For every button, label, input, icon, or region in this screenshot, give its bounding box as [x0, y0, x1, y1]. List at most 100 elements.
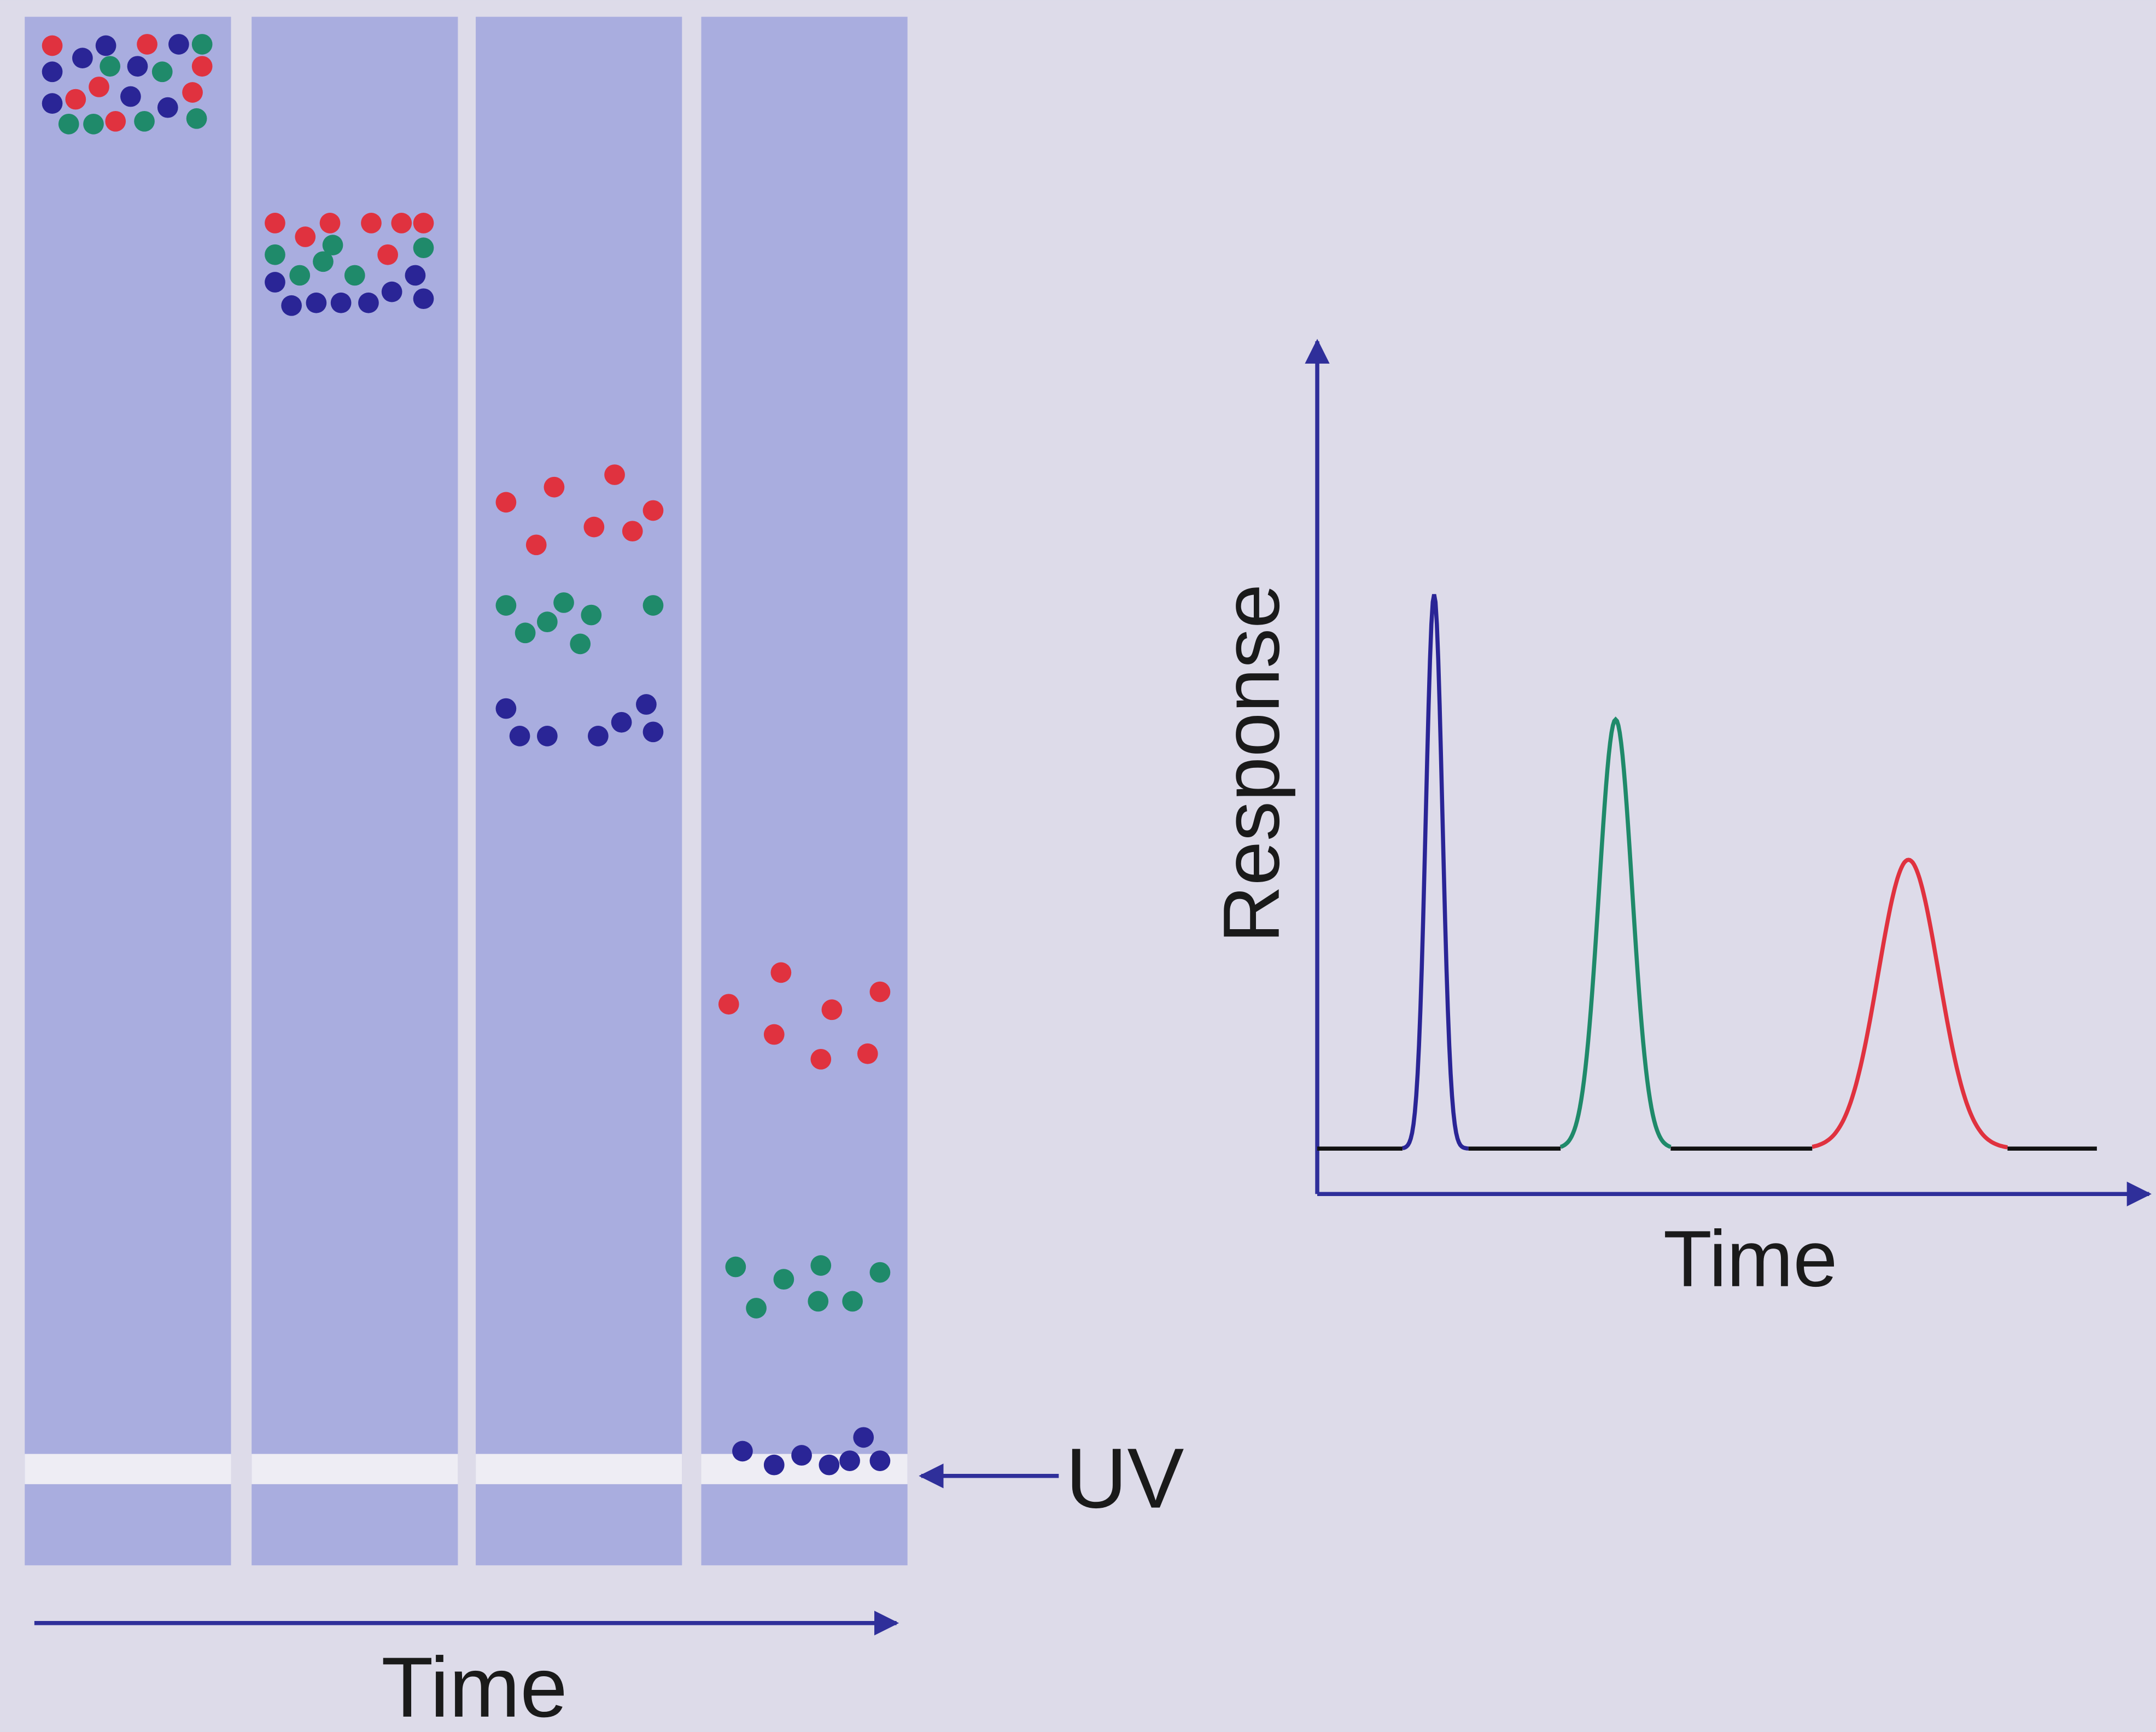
analyte-dot [588, 726, 609, 747]
analyte-dot [381, 281, 402, 302]
analyte-dot [763, 1024, 785, 1045]
analyte-dot [358, 292, 379, 313]
analyte-dot [265, 272, 285, 293]
analyte-dot [134, 110, 155, 132]
analyte-dot [810, 1255, 832, 1276]
analyte-dot [725, 1256, 746, 1278]
analyte-dot [344, 265, 365, 286]
analyte-dot [306, 292, 327, 313]
analyte-dot [137, 34, 157, 55]
analyte-dot [377, 244, 398, 265]
analyte-dot [191, 34, 213, 55]
analyte-dot [95, 35, 116, 56]
analyte-dot [42, 93, 63, 114]
analyte-dot [413, 237, 434, 259]
chromatogram-trace [1317, 594, 2097, 1151]
analyte-dot [642, 595, 664, 616]
analyte-dot [157, 97, 178, 118]
analyte-dot [536, 726, 558, 747]
analyte-dot [413, 288, 434, 310]
analyte-dot [583, 516, 605, 538]
analyte-dot [322, 235, 343, 255]
analyte-dot [330, 292, 352, 313]
analyte-dot [313, 251, 334, 272]
analyte-dot [72, 48, 93, 68]
analyte-dot [265, 213, 285, 234]
analyte-dot [120, 86, 141, 107]
analyte-dot [819, 1454, 840, 1476]
analyte-dot [642, 500, 664, 521]
x-axis-label: Time [1663, 1214, 1838, 1303]
analyte-dot [553, 592, 574, 613]
analyte-dot [413, 213, 434, 234]
analyte-dot [186, 108, 207, 129]
uv-window [252, 1454, 458, 1484]
uv-window [476, 1454, 682, 1484]
analyte-dot [869, 981, 891, 1002]
analyte-dot [191, 56, 213, 77]
analyte-dot [83, 113, 104, 135]
analyte-dot [515, 622, 536, 644]
analyte-dot [821, 999, 843, 1020]
analyte-dot [281, 295, 302, 316]
analyte-dot [853, 1427, 874, 1448]
analyte-dot [544, 476, 565, 498]
analyte-dot [151, 61, 173, 83]
analyte-dot [319, 213, 341, 234]
trace-segment [1812, 858, 2008, 1150]
y-axis-label: Response [1207, 584, 1296, 943]
analyte-dot [622, 521, 643, 542]
trace-segment [1402, 594, 1469, 1151]
analyte-dot [732, 1441, 753, 1462]
analyte-dot [581, 604, 602, 626]
analyte-dot [869, 1262, 891, 1283]
analyte-dot [611, 712, 632, 733]
analyte-dot [105, 110, 126, 132]
column [701, 16, 908, 1566]
columns [25, 16, 908, 1566]
analyte-dot [839, 1450, 860, 1471]
analyte-dot [791, 1445, 812, 1466]
analyte-dot [182, 82, 203, 103]
analyte-dot [65, 89, 86, 110]
analyte-dot [770, 962, 792, 983]
uv-window [25, 1454, 231, 1484]
analyte-dots [42, 34, 891, 1476]
analyte-dot [808, 1291, 829, 1312]
analyte-dot [718, 994, 739, 1015]
analyte-dot [127, 56, 148, 77]
time-label: Time [381, 1640, 568, 1732]
column [25, 16, 231, 1566]
analyte-dot [536, 611, 558, 633]
analyte-dot [636, 694, 657, 715]
analyte-dot [842, 1291, 863, 1312]
analyte-dot [509, 726, 530, 747]
analyte-dot [168, 34, 189, 55]
analyte-dot [763, 1454, 785, 1476]
detector-label: UV [1066, 1431, 1184, 1526]
trace-segment [1559, 716, 1672, 1149]
analyte-dot [100, 56, 121, 77]
analyte-dot [570, 633, 591, 655]
analyte-dot [525, 534, 547, 556]
analyte-dot [405, 265, 426, 286]
analyte-dot [89, 77, 109, 97]
analyte-dot [42, 35, 63, 56]
column [476, 16, 682, 1566]
analyte-dot [746, 1298, 767, 1319]
analyte-dot [361, 213, 382, 234]
analyte-dot [642, 721, 664, 743]
analyte-dot [58, 113, 79, 135]
analyte-dot [391, 213, 412, 234]
analyte-dot [42, 61, 63, 83]
analyte-dot [495, 698, 517, 719]
analyte-dot [265, 244, 285, 265]
analyte-dot [869, 1450, 891, 1471]
analyte-dot [773, 1269, 794, 1290]
analyte-dot [495, 595, 517, 616]
analyte-dot [857, 1043, 878, 1064]
analyte-dot [604, 464, 625, 485]
analyte-dot [810, 1048, 832, 1070]
